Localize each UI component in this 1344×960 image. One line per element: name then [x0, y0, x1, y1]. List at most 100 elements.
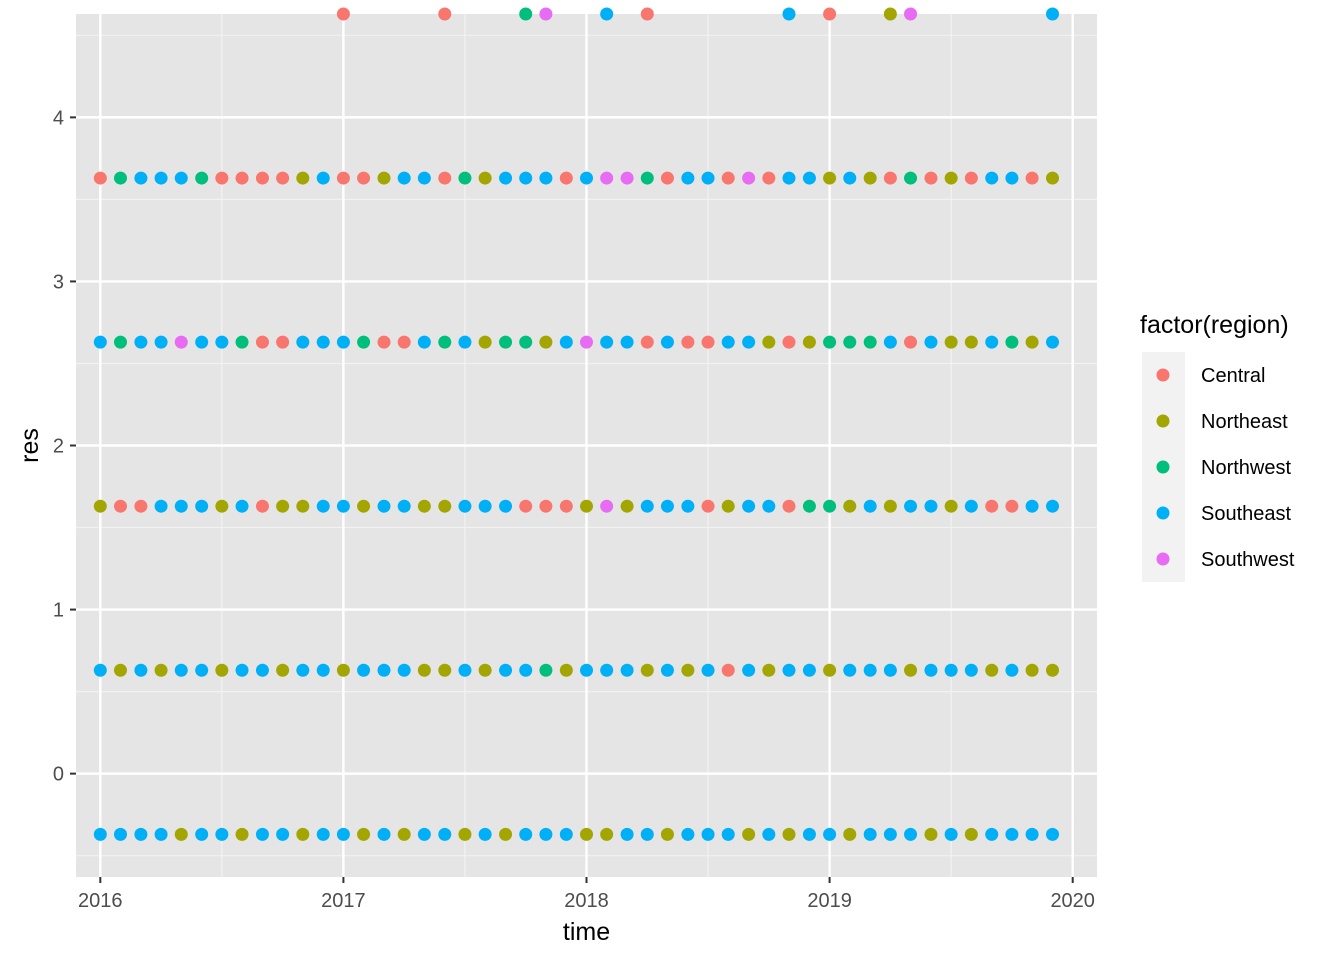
data-point	[215, 663, 229, 677]
data-point	[154, 171, 168, 185]
data-point	[357, 335, 371, 349]
data-point	[1005, 499, 1019, 513]
data-point	[721, 827, 735, 841]
data-point	[154, 335, 168, 349]
data-point	[539, 7, 553, 21]
data-point	[823, 499, 837, 513]
data-point	[438, 663, 452, 677]
data-point	[985, 499, 999, 513]
data-point	[235, 499, 249, 513]
data-point	[802, 827, 816, 841]
y-tick-label: 2	[53, 436, 64, 458]
data-point	[782, 171, 796, 185]
data-point	[742, 827, 756, 841]
data-point	[134, 663, 148, 677]
data-point	[519, 663, 533, 677]
data-point	[863, 335, 877, 349]
data-point	[620, 827, 634, 841]
data-point	[904, 171, 918, 185]
data-point	[660, 827, 674, 841]
data-point	[296, 171, 310, 185]
data-point	[985, 171, 999, 185]
data-point	[580, 663, 593, 677]
major-gridlines	[76, 14, 1097, 877]
data-point	[681, 827, 695, 841]
data-point	[985, 827, 999, 841]
x-tick-label: 2019	[807, 890, 852, 912]
data-point	[660, 663, 674, 677]
data-point	[843, 827, 857, 841]
data-point	[316, 335, 330, 349]
data-point	[681, 499, 695, 513]
data-point	[904, 7, 918, 21]
data-point	[255, 663, 269, 677]
legend-label: Southwest	[1201, 549, 1295, 571]
data-point	[1025, 827, 1039, 841]
data-point	[195, 663, 209, 677]
data-point	[417, 335, 431, 349]
data-point	[1046, 663, 1060, 677]
data-point	[721, 663, 735, 677]
data-point	[397, 663, 411, 677]
data-point	[620, 499, 634, 513]
data-point	[640, 827, 654, 841]
data-point	[600, 7, 614, 21]
data-point	[762, 499, 776, 513]
data-point	[478, 499, 492, 513]
legend-marker	[1156, 414, 1170, 428]
data-point	[904, 335, 918, 349]
legend-label: Central	[1201, 365, 1265, 387]
data-point	[458, 499, 472, 513]
data-point	[134, 499, 148, 513]
data-point	[215, 827, 229, 841]
data-point	[438, 171, 452, 185]
data-point	[539, 499, 553, 513]
data-point	[336, 171, 350, 185]
data-point	[195, 827, 209, 841]
data-point	[519, 7, 533, 21]
data-points	[93, 7, 1060, 841]
data-point	[276, 663, 290, 677]
data-point	[296, 335, 310, 349]
data-point	[823, 171, 837, 185]
data-point	[660, 335, 674, 349]
data-point	[580, 335, 593, 349]
data-point	[701, 663, 715, 677]
data-point	[357, 827, 371, 841]
data-point	[296, 827, 310, 841]
data-point	[883, 499, 897, 513]
data-point	[93, 663, 107, 677]
x-tick-label: 2020	[1050, 890, 1095, 912]
data-point	[478, 335, 492, 349]
data-point	[600, 335, 614, 349]
data-point	[559, 499, 573, 513]
data-point	[701, 499, 715, 513]
data-point	[499, 827, 513, 841]
data-point	[681, 171, 695, 185]
data-point	[377, 827, 391, 841]
data-point	[417, 827, 431, 841]
data-point	[762, 827, 776, 841]
data-point	[924, 335, 938, 349]
x-axis-title: time	[563, 918, 610, 946]
data-point	[620, 663, 634, 677]
data-point	[823, 7, 837, 21]
data-point	[1046, 499, 1060, 513]
data-point	[195, 171, 209, 185]
data-point	[762, 171, 776, 185]
data-point	[863, 663, 877, 677]
data-point	[113, 663, 127, 677]
data-point	[478, 663, 492, 677]
x-tick-label: 2016	[78, 890, 123, 912]
data-point	[93, 827, 107, 841]
data-point	[519, 499, 533, 513]
data-point	[458, 827, 472, 841]
data-point	[397, 827, 411, 841]
data-point	[742, 499, 756, 513]
data-point	[499, 663, 513, 677]
data-point	[438, 7, 452, 21]
data-point	[580, 499, 593, 513]
data-point	[1005, 171, 1019, 185]
data-point	[458, 335, 472, 349]
data-point	[944, 663, 958, 677]
